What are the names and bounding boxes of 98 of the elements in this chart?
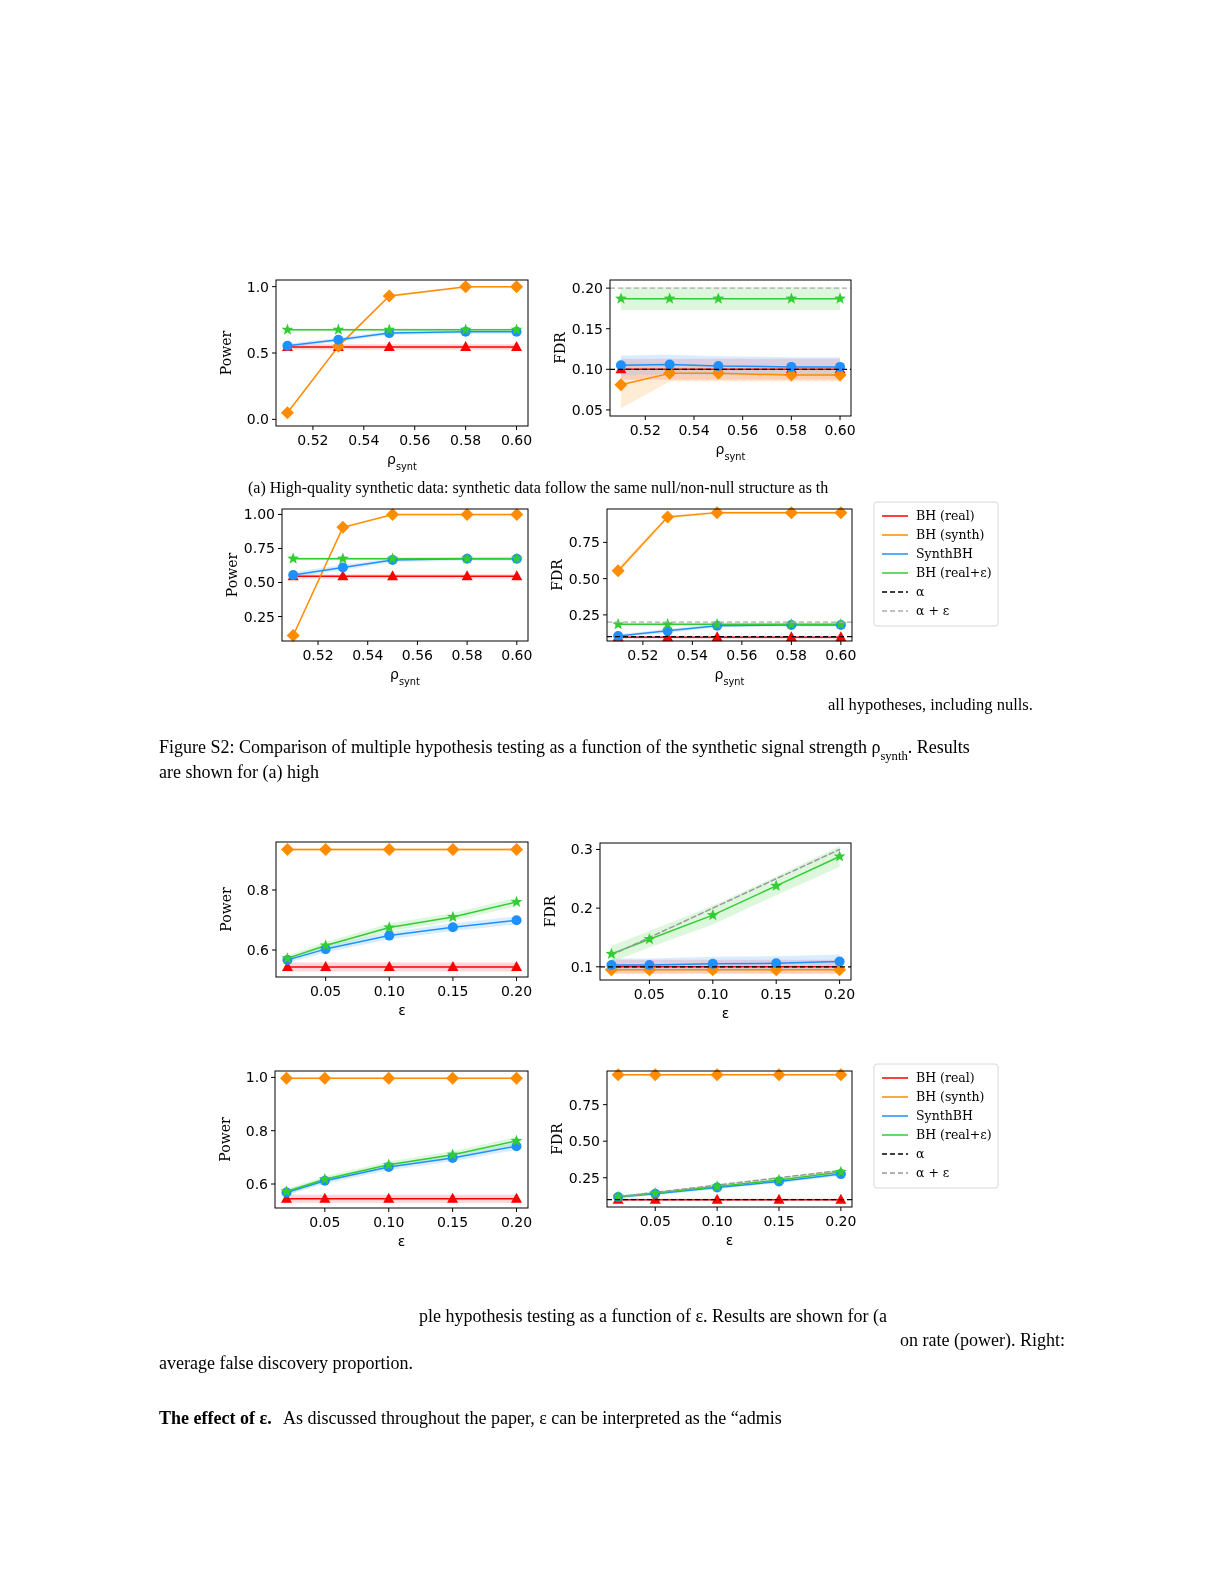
x-tick-label: 0.60 bbox=[501, 647, 533, 663]
y-tick-label: 0.50 bbox=[568, 570, 600, 587]
text: on rate (power). Right: bbox=[900, 1330, 1065, 1351]
y-tick-label: 0.75 bbox=[243, 540, 275, 557]
y-axis-title: FDR bbox=[542, 895, 558, 928]
x-tick-label: 0.10 bbox=[697, 986, 729, 1002]
legend-label: SynthBH bbox=[916, 1108, 973, 1123]
text: ple hypothesis testing as a function of ε. Results are shown for (a bbox=[419, 1306, 887, 1327]
legend-label: α + ε bbox=[916, 603, 950, 618]
y-tick-label: 0.0 bbox=[246, 411, 269, 428]
x-tick-label: 0.05 bbox=[309, 1214, 341, 1230]
y-axis-title: Power bbox=[217, 1117, 233, 1162]
x-tick-label: 0.60 bbox=[825, 647, 857, 663]
y-axis-title: FDR bbox=[549, 558, 565, 591]
x-tick-label: 0.52 bbox=[627, 647, 659, 663]
x-axis-title: ε bbox=[725, 1232, 734, 1248]
y-axis-title: FDR bbox=[552, 331, 568, 364]
x-tick-label: 0.05 bbox=[639, 1213, 671, 1229]
y-axis-title: Power bbox=[218, 330, 234, 376]
y-tick-label: 0.25 bbox=[568, 606, 600, 623]
x-tick-label: 0.05 bbox=[633, 986, 666, 1002]
x-axis-title: ρ$_{synt}$ bbox=[390, 666, 421, 687]
x-axis-title: ε bbox=[398, 1002, 406, 1018]
x-axis-title: ρ$_{synt}$ bbox=[387, 451, 418, 472]
y-tick-label: 0.15 bbox=[571, 320, 603, 337]
x-tick-label: 0.54 bbox=[352, 647, 384, 663]
x-tick-label: 0.56 bbox=[727, 422, 759, 438]
legend-label: α bbox=[916, 584, 925, 599]
y-tick-label: 0.6 bbox=[245, 1176, 269, 1193]
text: all hypotheses, including nulls. bbox=[828, 695, 1033, 714]
x-tick-label: 0.15 bbox=[437, 983, 469, 999]
x-axis-title: ρ$_{synt}$ bbox=[715, 441, 746, 462]
text: (a) High-quality synthetic data: synthetic data follow the same null/non-null structure as th bbox=[248, 479, 829, 497]
legend-label: α + ε bbox=[916, 1165, 950, 1180]
x-tick-label: 0.15 bbox=[760, 986, 792, 1002]
y-tick-label: 0.25 bbox=[243, 608, 275, 625]
x-tick-label: 0.52 bbox=[629, 422, 661, 438]
legend-label: SynthBH bbox=[916, 546, 973, 561]
x-tick-label: 0.58 bbox=[775, 647, 807, 663]
x-tick-label: 0.58 bbox=[451, 647, 483, 663]
x-tick-label: 0.10 bbox=[373, 1214, 405, 1230]
y-tick-label: 0.05 bbox=[571, 401, 603, 418]
legend-label: BH (real+ε) bbox=[916, 1127, 992, 1142]
y-tick-label: 0.1 bbox=[570, 958, 593, 975]
y-tick-label: 0.3 bbox=[570, 841, 593, 858]
y-tick-label: 0.75 bbox=[568, 534, 600, 551]
y-tick-label: 0.6 bbox=[246, 942, 270, 958]
y-tick-label: 0.8 bbox=[245, 1122, 268, 1139]
x-tick-label: 0.56 bbox=[726, 647, 758, 663]
y-axis-title: Power bbox=[218, 887, 234, 932]
text: average false discovery proportion. bbox=[159, 1353, 413, 1373]
y-axis-title: Power bbox=[224, 552, 240, 598]
x-tick-label: 0.15 bbox=[437, 1214, 469, 1230]
text: As discussed throughout the paper, ε can be interpreted as the “admis bbox=[283, 1408, 782, 1428]
x-tick-label: 0.52 bbox=[302, 647, 334, 663]
x-tick-label: 0.20 bbox=[500, 983, 533, 999]
x-tick-label: 0.60 bbox=[500, 432, 533, 448]
y-tick-label: 0.25 bbox=[568, 1169, 600, 1186]
caption: Figure S2: Comparison of multiple hypothesis testing as a function of the synthetic signal strength ρ$_{synth}$. Results bbox=[159, 737, 970, 763]
x-tick-label: 0.52 bbox=[297, 432, 329, 448]
x-tick-label: 0.10 bbox=[701, 1213, 733, 1229]
x-tick-label: 0.58 bbox=[450, 432, 482, 448]
y-tick-label: 1.00 bbox=[243, 506, 275, 523]
legend-label: BH (synth) bbox=[916, 1089, 985, 1104]
x-axis-title: ε bbox=[397, 1233, 406, 1249]
y-tick-label: 0.20 bbox=[571, 280, 603, 297]
legend-label: BH (real) bbox=[916, 508, 975, 523]
y-tick-label: 0.75 bbox=[568, 1096, 600, 1113]
x-tick-label: 0.54 bbox=[676, 647, 709, 663]
y-tick-label: 1.0 bbox=[246, 278, 269, 295]
x-tick-label: 0.54 bbox=[678, 422, 710, 438]
y-tick-label: 0.50 bbox=[243, 574, 275, 591]
y-tick-label: 0.8 bbox=[246, 882, 269, 898]
y-tick-label: 0.50 bbox=[568, 1133, 600, 1150]
x-tick-label: 0.54 bbox=[348, 432, 380, 448]
legend-label: BH (real+ε) bbox=[916, 565, 992, 580]
x-tick-label: 0.20 bbox=[825, 1213, 857, 1229]
x-tick-label: 0.20 bbox=[824, 986, 856, 1002]
x-tick-label: 0.10 bbox=[373, 983, 405, 999]
x-tick-label: 0.15 bbox=[763, 1213, 795, 1229]
x-tick-label: 0.58 bbox=[775, 422, 807, 438]
legend-label: α bbox=[916, 1146, 925, 1161]
legend-label: BH (real) bbox=[916, 1070, 975, 1085]
text: are shown for (a) high bbox=[159, 762, 319, 783]
x-tick-label: 0.20 bbox=[500, 1214, 533, 1230]
x-tick-label: 0.56 bbox=[399, 432, 431, 448]
y-tick-label: 0.10 bbox=[571, 361, 603, 378]
y-tick-label: 0.5 bbox=[246, 345, 269, 361]
y-axis-title: FDR bbox=[549, 1122, 565, 1155]
y-tick-label: 0.2 bbox=[570, 900, 593, 917]
x-axis-title: ε bbox=[721, 1005, 730, 1021]
x-tick-label: 0.05 bbox=[310, 983, 342, 999]
y-tick-label: 1.0 bbox=[245, 1069, 268, 1086]
x-tick-label: 0.60 bbox=[824, 422, 856, 438]
legend-label: BH (synth) bbox=[916, 527, 985, 542]
x-tick-label: 0.56 bbox=[401, 647, 434, 663]
text: The effect of ε. bbox=[159, 1408, 272, 1428]
x-axis-title: ρ$_{synt}$ bbox=[714, 666, 745, 687]
